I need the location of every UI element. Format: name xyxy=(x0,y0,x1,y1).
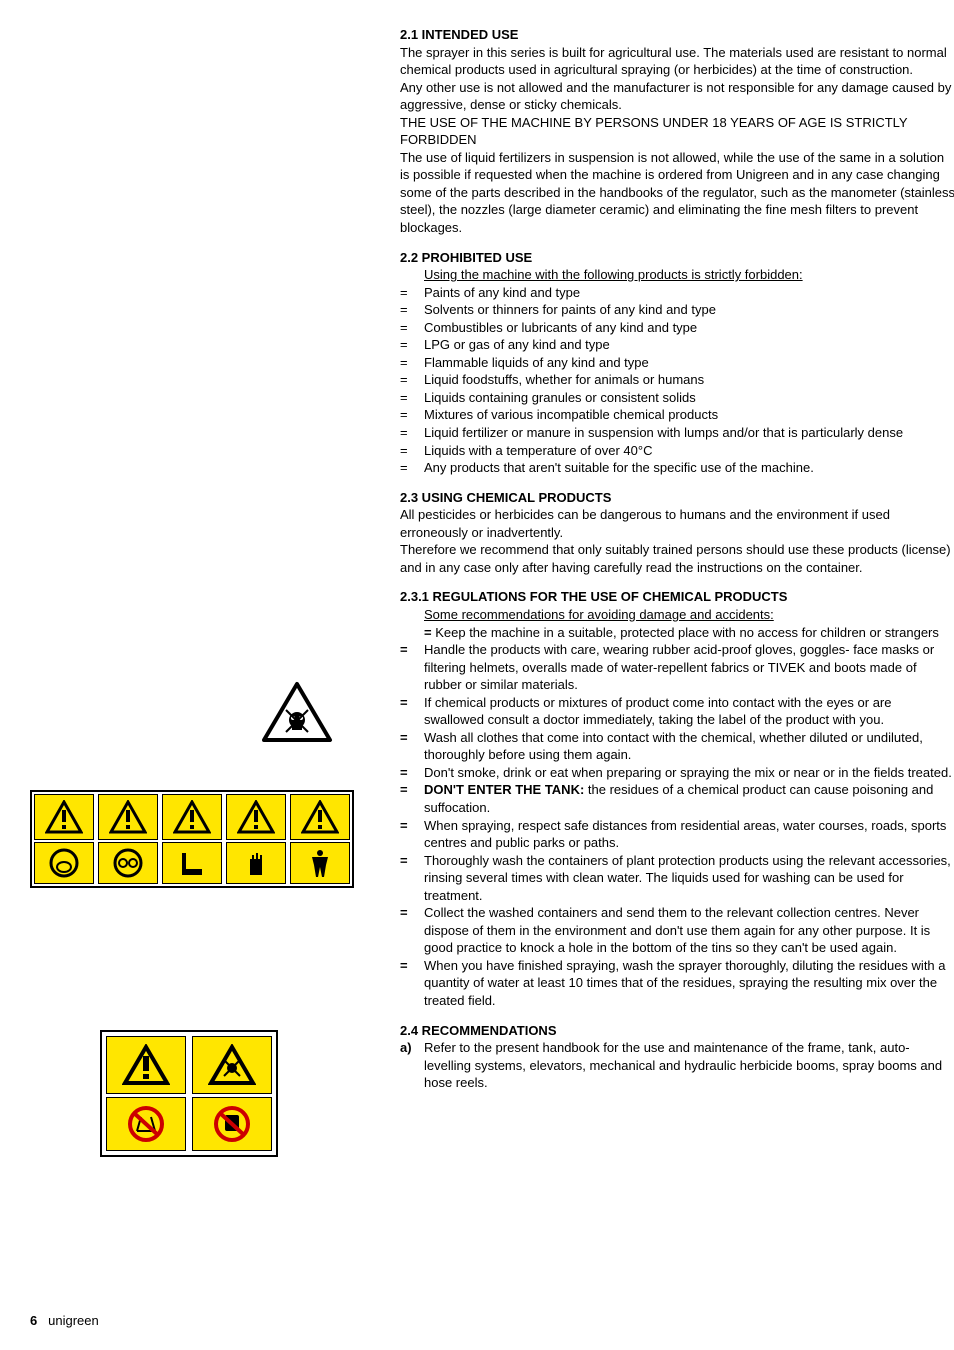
bullet-symbol: = xyxy=(400,852,424,905)
heading-2-4: 2.4 RECOMMENDATIONS xyxy=(400,1022,954,1040)
toxic-triangle-icon xyxy=(192,1036,272,1094)
heading-2-1: 2.1 INTENDED USE xyxy=(400,26,954,44)
boots-icon xyxy=(162,842,222,884)
reg-item: =If chemical products or mixtures of pro… xyxy=(400,694,954,729)
bullet-symbol: = xyxy=(400,406,424,424)
ppe-warning-strip xyxy=(30,790,360,888)
no-pollution-icon xyxy=(192,1097,272,1151)
bullet-symbol: = xyxy=(400,781,424,816)
bullet-symbol: = xyxy=(400,336,424,354)
danger-skull-icon xyxy=(30,680,360,744)
bullet-symbol: = xyxy=(400,284,424,302)
bullet-symbol: = xyxy=(400,764,424,782)
list-item: =Combustibles or lubricants of any kind … xyxy=(400,319,954,337)
intro-2-2: Using the machine with the following pro… xyxy=(400,266,954,284)
bullet-symbol: = xyxy=(400,641,424,694)
list-item: =Flammable liquids of any kind and type xyxy=(400,354,954,372)
brand-name: unigreen xyxy=(48,1313,99,1328)
bullet-symbol: = xyxy=(400,354,424,372)
list-item: =Liquids containing granules or consiste… xyxy=(400,389,954,407)
no-dumping-icon xyxy=(106,1097,186,1151)
bullet-symbol: = xyxy=(400,319,424,337)
heading-2-3-1: 2.3.1 REGULATIONS FOR THE USE OF CHEMICA… xyxy=(400,588,954,606)
list-item: =Liquid foodstuffs, whether for animals … xyxy=(400,371,954,389)
list-item: =Paints of any kind and type xyxy=(400,284,954,302)
p-2-3-2: Therefore we recommend that only suitabl… xyxy=(400,541,954,576)
reg-item: =Thoroughly wash the containers of plant… xyxy=(400,852,954,905)
reg-item: = Keep the machine in a suitable, protec… xyxy=(400,624,954,642)
bullet-symbol: = xyxy=(400,904,424,957)
reg-item: =Collect the washed containers and send … xyxy=(400,904,954,957)
warning-triangle-icon xyxy=(226,794,286,840)
bullet-symbol: = xyxy=(400,442,424,460)
reg-item: =When spraying, respect safe distances f… xyxy=(400,817,954,852)
bullet-symbol: = xyxy=(400,957,424,1010)
list-item: =Mixtures of various incompatible chemic… xyxy=(400,406,954,424)
bullet-symbol: = xyxy=(400,729,424,764)
goggles-icon xyxy=(98,842,158,884)
intro-2-3-1: Some recommendations for avoiding damage… xyxy=(400,606,954,624)
main-content: 2.1 INTENDED USE The sprayer in this ser… xyxy=(400,26,954,1092)
bullet-symbol: = xyxy=(400,389,424,407)
overalls-icon xyxy=(290,842,350,884)
list-item: =Any products that aren't suitable for t… xyxy=(400,459,954,477)
heading-2-3: 2.3 USING CHEMICAL PRODUCTS xyxy=(400,489,954,507)
bullet-symbol: = xyxy=(400,694,424,729)
bullet-symbol: = xyxy=(400,371,424,389)
list-item: =Liquid fertilizer or manure in suspensi… xyxy=(400,424,954,442)
p-2-1-3: THE USE OF THE MACHINE BY PERSONS UNDER … xyxy=(400,114,954,149)
p-2-3-1: All pesticides or herbicides can be dang… xyxy=(400,506,954,541)
p-2-1-4: The use of liquid fertilizers in suspens… xyxy=(400,149,954,237)
page-footer: 6 unigreen xyxy=(30,1312,99,1330)
reg-item: =Wash all clothes that come into contact… xyxy=(400,729,954,764)
p-2-1-1: The sprayer in this series is built for … xyxy=(400,44,954,79)
reg-item: =When you have finished spraying, wash t… xyxy=(400,957,954,1010)
rec-item: a) Refer to the present handbook for the… xyxy=(400,1039,954,1092)
gloves-icon xyxy=(226,842,286,884)
page-number: 6 xyxy=(30,1313,37,1328)
warning-triangle-icon xyxy=(290,794,350,840)
heading-2-2: 2.2 PROHIBITED USE xyxy=(400,249,954,267)
reg-item: =DON'T ENTER THE TANK: the residues of a… xyxy=(400,781,954,816)
list-item: =Liquids with a temperature of over 40°C xyxy=(400,442,954,460)
reg-item: =Don't smoke, drink or eat when preparin… xyxy=(400,764,954,782)
reg-item: =Handle the products with care, wearing … xyxy=(400,641,954,694)
warning-triangle-icon xyxy=(106,1036,186,1094)
list-item: =Solvents or thinners for paints of any … xyxy=(400,301,954,319)
list-item: =LPG or gas of any kind and type xyxy=(400,336,954,354)
warning-triangle-icon xyxy=(162,794,222,840)
warning-triangle-icon xyxy=(34,794,94,840)
respirator-icon xyxy=(34,842,94,884)
warning-triangle-icon xyxy=(98,794,158,840)
page: 2.1 INTENDED USE The sprayer in this ser… xyxy=(0,0,954,1350)
bullet-symbol: = xyxy=(400,301,424,319)
p-2-1-2: Any other use is not allowed and the man… xyxy=(400,79,954,114)
bullet-symbol: = xyxy=(400,459,424,477)
bullet-symbol: = xyxy=(400,817,424,852)
environment-warning-strip xyxy=(100,1030,430,1157)
bullet-symbol: = xyxy=(400,424,424,442)
